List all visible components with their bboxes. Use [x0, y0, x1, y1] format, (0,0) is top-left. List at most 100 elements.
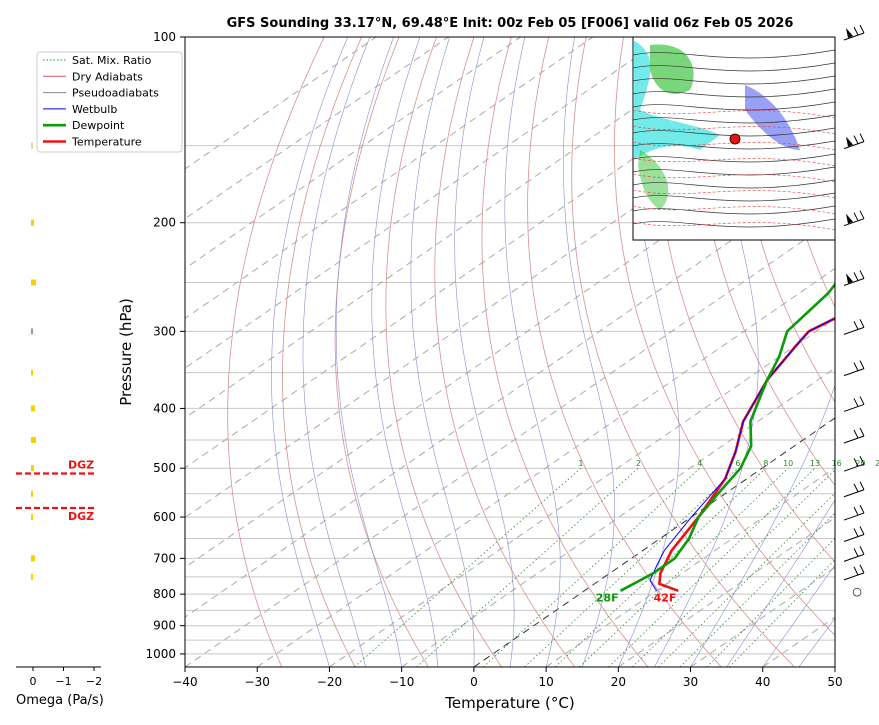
- moist-adiabat: [335, 37, 402, 667]
- isotherm-lines: [185, 37, 835, 667]
- isotherm-line: [185, 37, 377, 170]
- omega-bar: [31, 555, 35, 562]
- y-tick-label: 400: [153, 401, 176, 415]
- omega-panel: 0 −1 −2 Omega (Pa/s) DGZ DGZ: [16, 142, 104, 708]
- calm-wind-symbol: ○: [852, 585, 862, 598]
- dry-adiabat-lines: [227, 37, 835, 667]
- omega-axis-label: Omega (Pa/s): [16, 693, 104, 708]
- surface-annotation: 42F: [654, 591, 677, 604]
- dry-adiabat: [655, 37, 835, 563]
- wind-barb-flag: [859, 24, 865, 34]
- chart-title: GFS Sounding 33.17°N, 69.48°E Init: 00z …: [227, 16, 794, 31]
- wind-barb-flag: [859, 455, 865, 465]
- dgz-label: DGZ: [68, 510, 94, 523]
- wind-barb-pennant: [846, 28, 853, 38]
- dry-adiabat: [282, 37, 362, 667]
- wind-barb-staff: [843, 218, 865, 227]
- dry-adiabat: [613, 37, 835, 636]
- omega-tick-label: 0: [30, 675, 37, 688]
- precip-green-area: [638, 150, 669, 210]
- mixing-ratio-lines: [354, 467, 835, 667]
- y-tick-label: 600: [153, 510, 176, 524]
- moist-adiabat: [726, 499, 835, 667]
- isobar-contour: [633, 218, 835, 228]
- moist-adiabat: [690, 37, 835, 667]
- isobar-contour: [633, 88, 835, 98]
- wind-barb-staff: [843, 553, 865, 562]
- thickness-contour: [633, 173, 835, 183]
- mixing-ratio-label: 20: [855, 459, 865, 468]
- legend: Sat. Mix. Ratio Dry Adiabats Pseudoadiabat…: [36, 51, 183, 153]
- thickness-contour: [633, 157, 835, 167]
- omega-bar: [31, 465, 34, 472]
- wind-barb: [843, 210, 865, 227]
- dry-adiabat: [385, 37, 502, 667]
- wind-barb-staff: [843, 435, 865, 444]
- isotherm-line: [185, 37, 738, 419]
- isotherm-line: [185, 37, 666, 369]
- wind-barb-staff: [843, 572, 865, 581]
- isobar-contour: [633, 127, 835, 137]
- wind-barb: [843, 526, 865, 542]
- mixing-ratio-label: 8: [763, 459, 768, 468]
- isotherm-line: [545, 467, 835, 667]
- wind-barb-flag: [853, 135, 859, 144]
- omega-tick-label: −1: [55, 675, 71, 688]
- mixing-ratio-label: 1: [578, 459, 583, 468]
- wind-barb: [843, 270, 865, 286]
- moist-adiabat: [271, 37, 348, 667]
- wind-barb-flag: [859, 270, 865, 279]
- wind-barb-pennant: [846, 273, 853, 284]
- wind-barb: [843, 427, 865, 444]
- isotherm-line: [256, 267, 835, 667]
- mixing-ratio-label: 6: [735, 459, 740, 468]
- wind-barb-staff: [843, 32, 865, 41]
- y-tick-label: 700: [153, 551, 176, 565]
- wind-barb-flag: [859, 546, 865, 555]
- x-tick-label: 10: [538, 675, 553, 689]
- isobar-contour: [633, 166, 835, 176]
- y-tick-label: 1000: [145, 647, 176, 661]
- legend-label: Sat. Mix. Ratio: [72, 54, 152, 67]
- wind-barb: [843, 481, 865, 498]
- mixing-ratio-line: [524, 467, 739, 667]
- isotherm-line: [185, 37, 594, 319]
- x-tick-label: 30: [683, 675, 698, 689]
- moist-adiabat: [654, 37, 759, 667]
- precip-blue-area: [745, 85, 800, 150]
- wind-barb-flag: [853, 398, 859, 407]
- mixing-ratio-line: [416, 467, 639, 667]
- mixing-ratio-label: 13: [810, 459, 820, 468]
- wind-barb-flag: [853, 483, 859, 492]
- wind-barb-flag: [859, 133, 865, 142]
- omega-bar: [31, 490, 33, 497]
- wind-barb-flag: [853, 429, 859, 439]
- moist-adiabat: [762, 564, 835, 667]
- legend-label: Dry Adiabats: [72, 70, 143, 83]
- isotherm-line: [185, 218, 835, 667]
- dry-adiabat: [695, 37, 835, 486]
- mixing-ratio-line: [579, 467, 789, 667]
- thickness-contour: [633, 125, 835, 135]
- legend-label: Temperature: [71, 136, 142, 149]
- wind-barb-staff: [843, 463, 865, 472]
- wind-barb-staff: [843, 489, 865, 498]
- y-axis-label: Pressure (hPa): [117, 298, 135, 406]
- surface-annotations: 28F 42F: [596, 591, 677, 604]
- wind-barb-flag: [853, 212, 859, 221]
- isotherm-line: [185, 168, 835, 618]
- omega-bar: [31, 514, 33, 521]
- precip-cyan-area: [633, 40, 720, 160]
- wind-barb-flag: [853, 272, 859, 281]
- dry-adiabat: [434, 37, 576, 667]
- legend-label: Dewpoint: [72, 119, 125, 132]
- mixing-ratio-line: [658, 492, 835, 667]
- omega-bar: [31, 405, 35, 412]
- wind-barb-pennant: [846, 213, 853, 224]
- legend-label: Wetbulb: [72, 103, 117, 116]
- isobar-contour: [633, 101, 835, 111]
- mixing-ratio-label: 10: [783, 459, 793, 468]
- isotherm-line: [473, 417, 835, 667]
- wind-barb-flag: [853, 362, 859, 371]
